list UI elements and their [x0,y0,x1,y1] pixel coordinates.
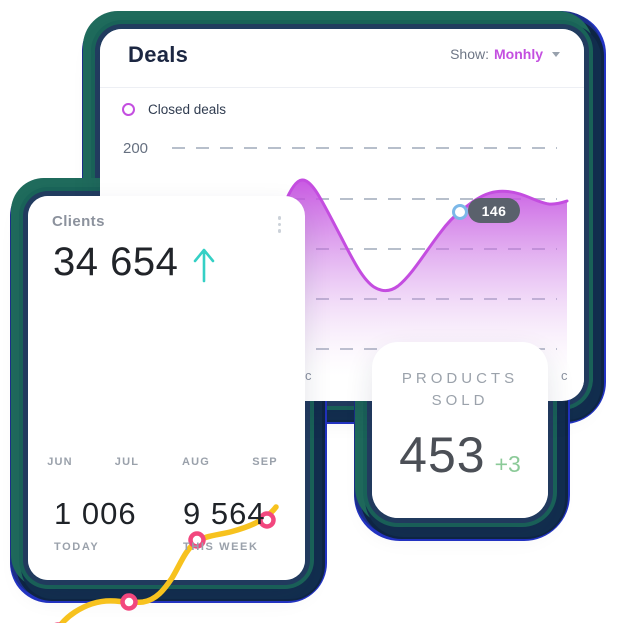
month-label-aug: AUG [181,456,211,468]
legend-closed-deals: Closed deals [122,102,226,117]
legend-ring-icon [122,103,135,116]
clients-total-value: 34 654 [53,240,179,284]
products-sold-title: PRODUCTS SOLD [372,368,548,412]
clients-trend-line [58,504,279,623]
clients-total-row: 34 654 [53,240,216,285]
legend-label: Closed deals [148,102,227,117]
stat-today: 1 006 TODAY [54,496,137,553]
trend-up-icon [194,248,215,282]
tooltip-badge: 146 [468,198,520,223]
show-dropdown-label: Show: [450,46,489,62]
tooltip-value: 146 [481,202,507,219]
month-label-jun: JUN [47,456,73,468]
stat-today-value: 1 006 [54,496,137,531]
chevron-down-icon [552,51,560,57]
closed-deals-area [270,179,567,376]
clients-card-title: Clients [52,213,105,230]
stat-today-label: TODAY [54,541,100,553]
y-axis-tick-200: 200 [123,140,149,157]
show-dropdown-value: Monhly [494,46,543,62]
products-sold-value: 453 [399,427,486,483]
stat-this-week: 9 564 THIS WEEK [183,496,266,553]
month-label-jul: JUL [114,456,140,468]
products-title-line2: SOLD [431,392,489,409]
kebab-menu-icon[interactable] [274,212,286,237]
stat-this-week-value: 9 564 [183,496,266,531]
products-sold-card: PRODUCTS SOLD 453 +3 [372,342,548,518]
x-tick-fragment-left: c [305,368,312,383]
clients-line-chart [28,482,305,623]
clients-point-markers [54,511,276,623]
products-value-row: 453 +3 [372,426,548,484]
products-title-line1: PRODUCTS [401,370,519,387]
highlight-point-marker [452,204,468,220]
x-tick-fragment-right: c [561,368,568,383]
header-divider [100,87,584,88]
month-label-sep: SEP [252,456,278,468]
clients-card: Clients 34 654 JUN JUL AUG SE [28,196,305,623]
show-dropdown[interactable]: Show: Monhly [450,46,560,62]
deals-card-title: Deals [128,42,189,67]
stat-this-week-label: THIS WEEK [183,541,259,553]
closed-deals-line [268,178,569,293]
products-sold-delta: +3 [494,451,521,477]
